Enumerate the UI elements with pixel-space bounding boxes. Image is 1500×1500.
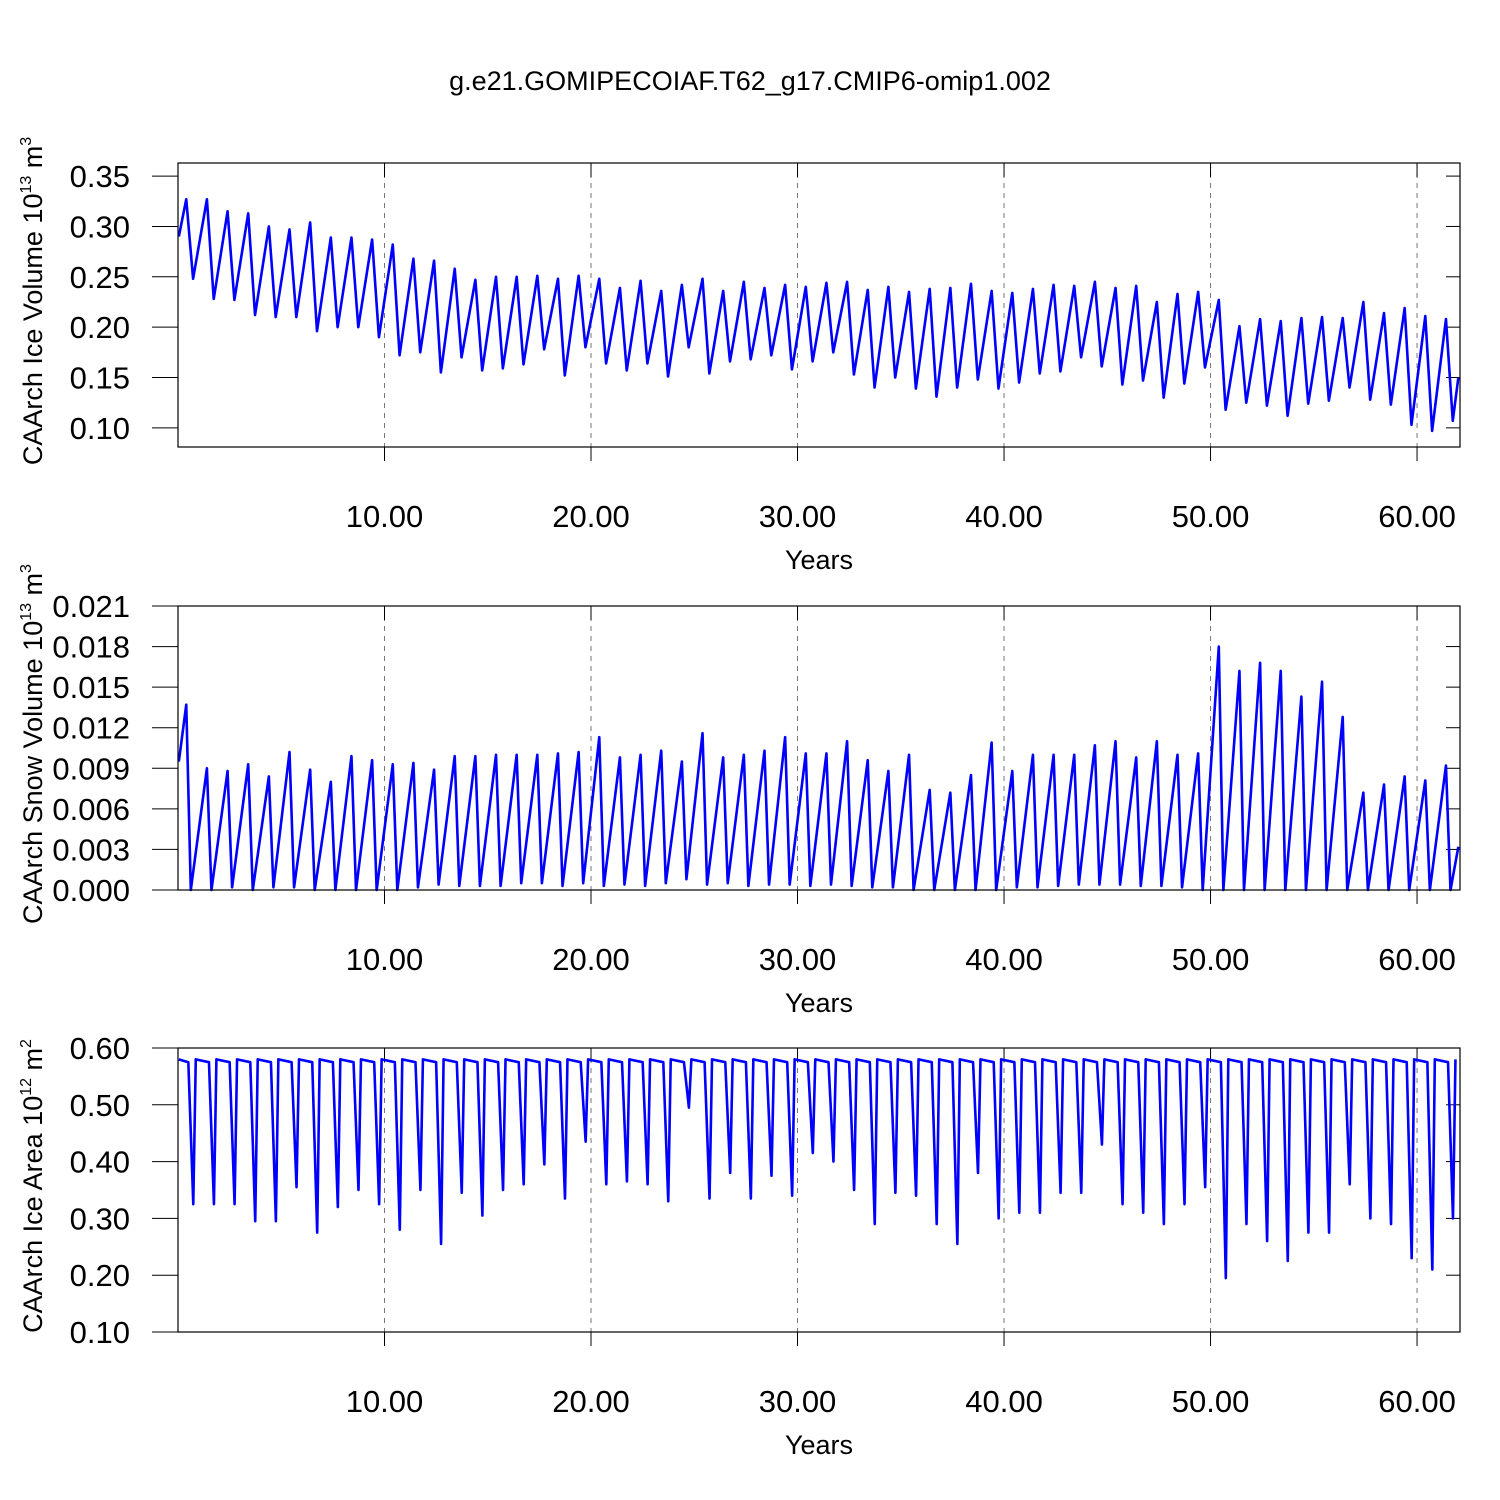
y-axis-label-unit-exponent: 3 [18, 137, 35, 146]
x-tick-label: 50.00 [1172, 1384, 1250, 1419]
x-tick-label: 30.00 [759, 942, 837, 977]
y-tick-label: 0.30 [70, 1201, 130, 1236]
plot-frame [177, 1047, 1461, 1333]
y-tick-label: 0.25 [70, 260, 130, 295]
y-axis-label-unit: m [18, 146, 48, 176]
y-tick-label: 0.006 [52, 792, 130, 827]
y-tick-label: 0.018 [52, 630, 130, 665]
y-axis-label-exponent: 12 [18, 1078, 35, 1096]
y-axis-label-text: CAArch Snow Volume 10 [18, 621, 48, 924]
data-line [177, 197, 1460, 433]
y-tick-label: 0.60 [70, 1031, 130, 1066]
x-axis-label: Years [785, 545, 853, 575]
y-tick-label: 0.15 [70, 361, 130, 396]
y-axis-label-unit-exponent: 2 [18, 1039, 35, 1048]
y-axis-label-exponent: 13 [18, 176, 35, 194]
x-axis-label: Years [785, 988, 853, 1018]
x-tick-label: 20.00 [552, 942, 630, 977]
y-tick-label: 0.40 [70, 1145, 130, 1180]
y-tick-label: 0.50 [70, 1088, 130, 1123]
y-tick-label: 0.000 [52, 873, 130, 908]
y-axis-label: CAArch Ice Area 1012 m2 [18, 1039, 48, 1333]
x-tick-label: 30.00 [759, 1384, 837, 1419]
x-tick-label: 40.00 [965, 1384, 1043, 1419]
y-tick-label: 0.35 [70, 159, 130, 194]
x-tick-label: 10.00 [346, 1384, 424, 1419]
x-tick-label: 30.00 [759, 499, 837, 534]
y-tick-label: 0.003 [52, 832, 130, 867]
y-tick-label: 0.20 [70, 310, 130, 345]
data-line [178, 1058, 1457, 1280]
y-axis-label-text: CAArch Ice Area 10 [18, 1096, 48, 1333]
x-tick-label: 60.00 [1378, 942, 1456, 977]
y-tick-label: 0.20 [70, 1258, 130, 1293]
y-axis-label-unit-exponent: 3 [18, 564, 35, 573]
y-tick-label: 0.015 [52, 670, 130, 705]
y-axis-label: CAArch Ice Volume 1013 m3 [18, 137, 48, 465]
data-line [177, 645, 1460, 892]
x-tick-label: 60.00 [1378, 1384, 1456, 1419]
y-axis-label: CAArch Snow Volume 1013 m3 [18, 564, 48, 924]
y-tick-label: 0.012 [52, 711, 130, 746]
x-axis-label: Years [785, 1430, 853, 1460]
x-tick-label: 40.00 [965, 942, 1043, 977]
x-tick-label: 50.00 [1172, 499, 1250, 534]
x-tick-label: 20.00 [552, 499, 630, 534]
y-tick-label: 0.10 [70, 411, 130, 446]
y-tick-label: 0.10 [70, 1315, 130, 1350]
x-tick-label: 10.00 [346, 942, 424, 977]
y-tick-label: 0.009 [52, 751, 130, 786]
x-tick-label: 10.00 [346, 499, 424, 534]
plot-frame [177, 605, 1461, 891]
y-axis-label-text: CAArch Ice Volume 10 [18, 194, 48, 466]
x-tick-label: 40.00 [965, 499, 1043, 534]
y-axis-label-unit: m [18, 1048, 48, 1078]
y-axis-label-exponent: 13 [18, 603, 35, 621]
plot-frame [177, 162, 1461, 448]
x-tick-label: 20.00 [552, 1384, 630, 1419]
page-title: g.e21.GOMIPECOIAF.T62_g17.CMIP6-omip1.00… [449, 66, 1051, 96]
y-tick-label: 0.021 [52, 589, 130, 624]
x-tick-label: 60.00 [1378, 499, 1456, 534]
y-tick-label: 0.30 [70, 209, 130, 244]
x-tick-label: 50.00 [1172, 942, 1250, 977]
y-axis-label-unit: m [18, 573, 48, 603]
